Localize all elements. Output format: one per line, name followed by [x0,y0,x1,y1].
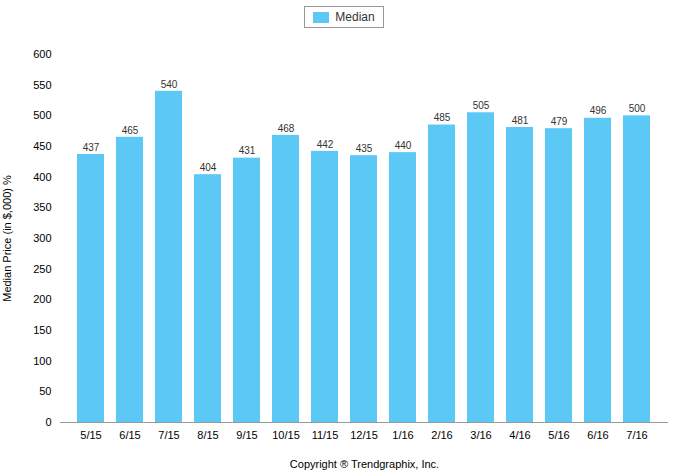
svg-text:3/16: 3/16 [470,429,491,441]
svg-text:9/15: 9/15 [236,429,257,441]
svg-text:400: 400 [33,171,51,183]
svg-text:485: 485 [434,112,451,123]
svg-text:440: 440 [395,140,412,151]
svg-text:1/16: 1/16 [392,429,413,441]
svg-text:450: 450 [33,140,51,152]
svg-text:6/15: 6/15 [119,429,140,441]
svg-text:500: 500 [33,109,51,121]
svg-text:300: 300 [33,232,51,244]
svg-text:250: 250 [33,263,51,275]
svg-text:2/16: 2/16 [431,429,452,441]
svg-text:350: 350 [33,201,51,213]
svg-text:468: 468 [278,123,295,134]
svg-text:0: 0 [45,416,51,428]
svg-text:404: 404 [200,162,217,173]
svg-text:550: 550 [33,79,51,91]
svg-text:431: 431 [239,145,256,156]
svg-text:435: 435 [356,143,373,154]
svg-text:Median Price (in $,000) %: Median Price (in $,000) % [1,175,13,302]
svg-text:10/15: 10/15 [272,429,300,441]
svg-text:50: 50 [39,385,51,397]
svg-text:200: 200 [33,293,51,305]
svg-text:465: 465 [122,125,139,136]
svg-text:11/15: 11/15 [312,429,339,441]
svg-text:437: 437 [83,142,100,153]
svg-text:505: 505 [473,100,490,111]
svg-text:5/15: 5/15 [80,429,101,441]
svg-text:Copyright ® Trendgraphix, Inc.: Copyright ® Trendgraphix, Inc. [290,458,439,470]
svg-text:600: 600 [33,48,51,60]
svg-text:12/15: 12/15 [350,429,378,441]
svg-text:5/16: 5/16 [548,429,569,441]
svg-text:500: 500 [629,103,646,114]
svg-text:7/15: 7/15 [158,429,179,441]
svg-text:100: 100 [33,355,51,367]
svg-text:496: 496 [590,105,607,116]
svg-text:8/15: 8/15 [197,429,218,441]
svg-text:150: 150 [33,324,51,336]
svg-text:6/16: 6/16 [587,429,608,441]
svg-text:7/16: 7/16 [626,429,647,441]
svg-text:4/16: 4/16 [509,429,530,441]
svg-text:540: 540 [161,79,178,90]
svg-text:481: 481 [512,115,529,126]
html-text:Median: Median [335,10,375,24]
svg-text:479: 479 [551,116,568,127]
svg-text:442: 442 [317,139,334,150]
